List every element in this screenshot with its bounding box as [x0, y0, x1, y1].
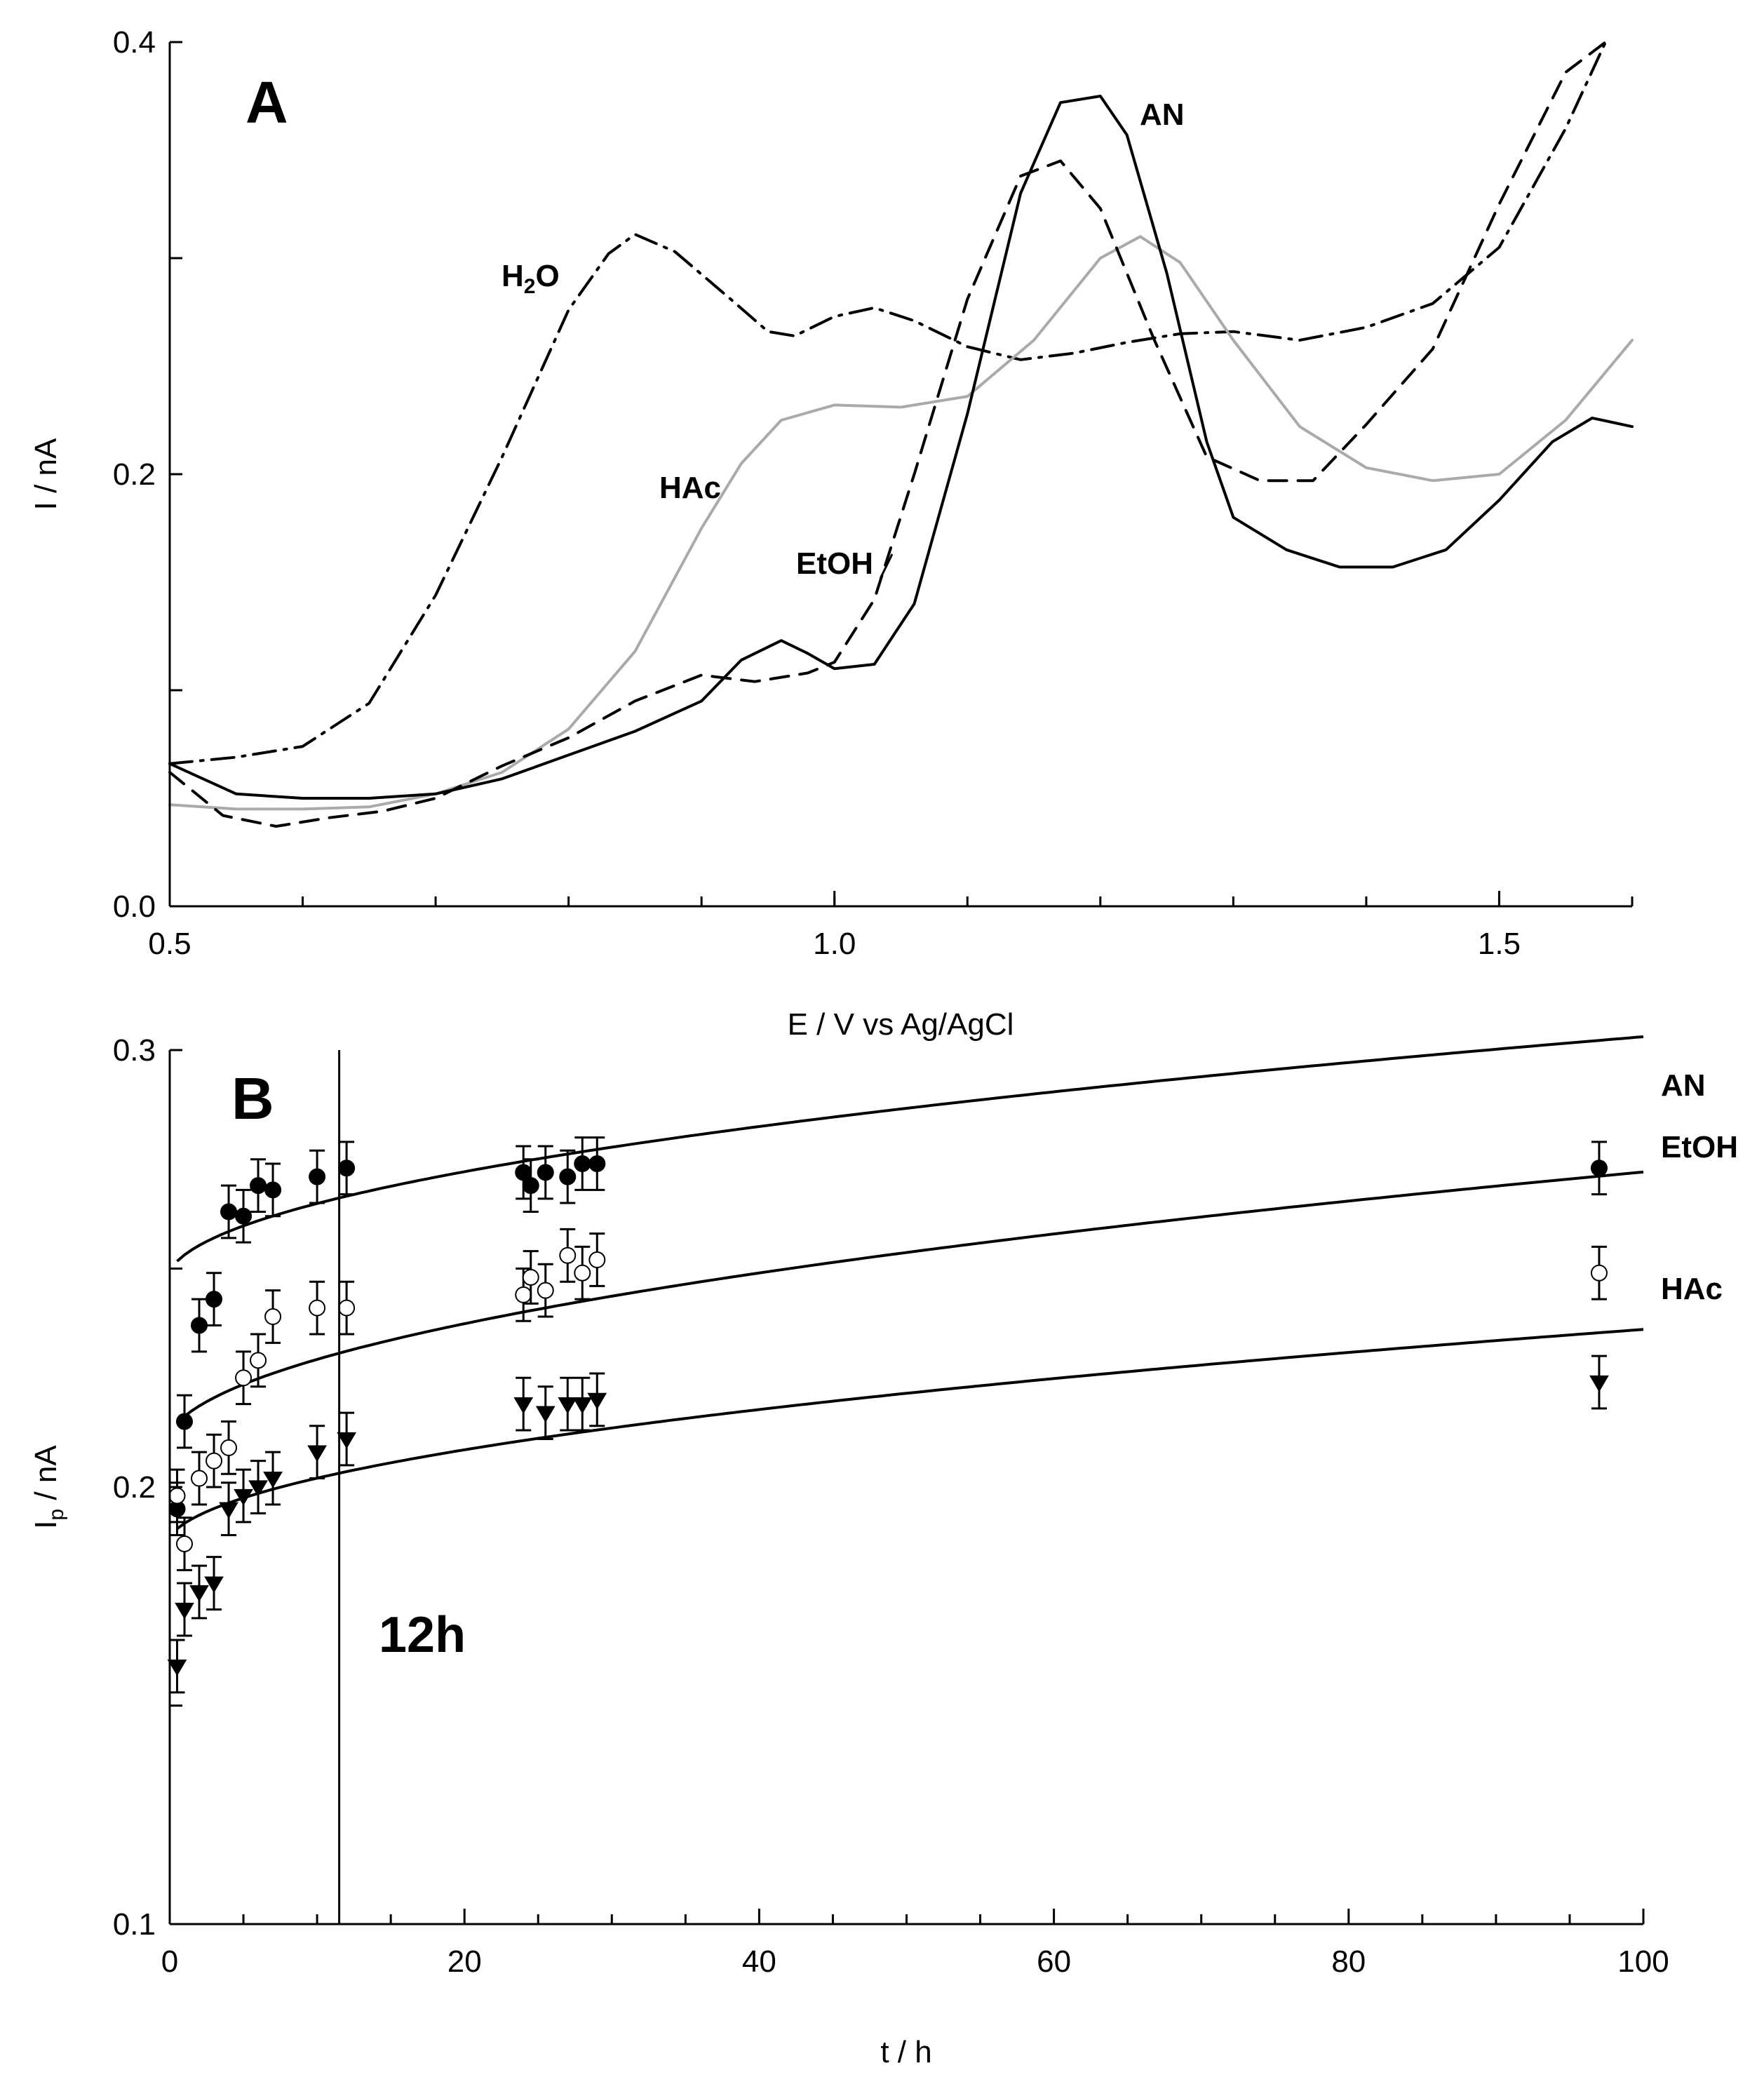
label-etoh-leader [879, 553, 894, 579]
point-etoh [264, 1181, 282, 1199]
point-hac [338, 1299, 356, 1317]
curve-an [168, 95, 1634, 800]
panel-b-x-tick-label: 60 [1037, 1944, 1071, 1979]
panel-b-y-tick-label: 0.2 [113, 1470, 156, 1505]
point-etoh [559, 1168, 577, 1185]
panel-b-x-title: t / h [880, 2035, 931, 2069]
panel-a-y-tick-label: 0.2 [113, 457, 156, 492]
panel-b-x-tick-label: 100 [1617, 1944, 1669, 1979]
point-hac [1590, 1264, 1608, 1282]
point-hac [176, 1535, 194, 1552]
point-hac [191, 1470, 208, 1487]
label-hac-b: HAc [1661, 1272, 1723, 1306]
point-hac [264, 1308, 282, 1326]
point-an [234, 1488, 253, 1506]
label-h2o-sub: 2 [524, 275, 536, 298]
label-etoh-b: EtOH [1661, 1130, 1738, 1164]
point-hac [588, 1251, 606, 1269]
point-hac [235, 1369, 253, 1387]
point-etoh [191, 1317, 208, 1334]
label-h2o: H2O [501, 259, 560, 298]
point-an [1589, 1375, 1609, 1392]
label-hac-a: HAc [659, 471, 721, 505]
point-an [572, 1397, 593, 1414]
point-etoh [309, 1168, 326, 1185]
panel-a-x-title: E / V vs Ag/AgCl [788, 1007, 1014, 1042]
curve-etoh [168, 41, 1608, 828]
point-an [219, 1502, 238, 1519]
point-etoh [250, 1177, 267, 1195]
fit-curve-an [176, 1328, 1644, 1531]
panel-a-curves [168, 41, 1634, 828]
panel-a-y-title: I / nA [29, 438, 63, 510]
point-an [263, 1471, 283, 1488]
point-etoh [220, 1203, 238, 1221]
panel-b-y-title-tail: / nA [29, 1445, 63, 1509]
label-h2o-main: H [501, 259, 524, 293]
point-etoh [235, 1207, 253, 1225]
point-an [204, 1576, 224, 1594]
twelve-hour-label: 12h [379, 1607, 466, 1663]
panel-b-y-tick-label: 0.1 [113, 1907, 156, 1942]
panel-b-x-tick-label: 20 [447, 1944, 482, 1979]
label-an-b: AN [1661, 1068, 1706, 1103]
label-etoh-a: EtOH [796, 546, 873, 581]
panel-a-ticks: 0.5 1.0 1.5 0.0 0.2 0.4 [113, 25, 1634, 961]
fit-curve-hac [176, 1170, 1644, 1425]
panel-b-x-tick-label: 80 [1331, 1944, 1366, 1979]
fit-curve-etoh [176, 1035, 1644, 1263]
point-hac [559, 1246, 577, 1264]
panel-a-x-tick-label: 1.0 [813, 927, 856, 961]
point-an [535, 1406, 556, 1423]
panel-b-letter: B [231, 1066, 274, 1131]
panel-b-y-tick-label: 0.3 [113, 1033, 156, 1068]
panel-b-x-tick-label: 0 [161, 1944, 178, 1979]
point-hac [309, 1299, 326, 1317]
panel-a-letter: A [245, 69, 288, 135]
label-h2o-tail: O [535, 259, 559, 293]
point-hac [168, 1487, 186, 1505]
panel-b-y-title: Ip / nA [29, 1445, 68, 1529]
panel-b-points [167, 1136, 1609, 1694]
point-etoh [537, 1164, 554, 1181]
panel-a-y-tick-label: 0.0 [113, 889, 156, 924]
panel-b-fit-curves [176, 1035, 1644, 1531]
point-an [248, 1480, 268, 1497]
point-an [189, 1585, 209, 1602]
curve-h2o [168, 41, 1608, 765]
panel-a: 0.5 1.0 1.5 0.0 0.2 0.4 A AN H2O HAc EtOH E /… [29, 25, 1634, 1042]
panel-a-x-tick-label: 0.5 [148, 927, 191, 961]
panel-b-y-title-main: I [29, 1520, 63, 1528]
panel-b-x-tick-label: 40 [742, 1944, 776, 1979]
point-an [558, 1397, 578, 1414]
point-hac [574, 1264, 591, 1282]
point-an [337, 1432, 356, 1449]
point-etoh [338, 1160, 356, 1177]
point-hac [537, 1282, 554, 1299]
point-an [167, 1659, 187, 1676]
point-etoh [176, 1413, 194, 1430]
point-hac [220, 1439, 238, 1456]
point-hac [522, 1268, 539, 1286]
point-etoh [588, 1155, 606, 1172]
curve-hac [168, 235, 1634, 811]
point-etoh [574, 1155, 591, 1172]
point-hac [206, 1452, 223, 1470]
point-an [513, 1397, 534, 1414]
panel-b-ticks: 0 20 40 60 80 100 0.1 0.2 0.3 [113, 1033, 1669, 1979]
point-an [307, 1445, 327, 1463]
label-an-a: AN [1140, 98, 1185, 132]
point-an [175, 1602, 194, 1620]
panel-b-y-title-sub: p [45, 1509, 68, 1521]
point-hac [515, 1286, 532, 1303]
panel-a-x-tick-label: 1.5 [1478, 927, 1521, 961]
point-an [587, 1392, 607, 1410]
panel-a-y-tick-label: 0.4 [113, 25, 156, 60]
point-hac [250, 1352, 267, 1369]
point-etoh [206, 1291, 223, 1308]
point-etoh [1590, 1160, 1608, 1177]
point-etoh [522, 1177, 539, 1195]
